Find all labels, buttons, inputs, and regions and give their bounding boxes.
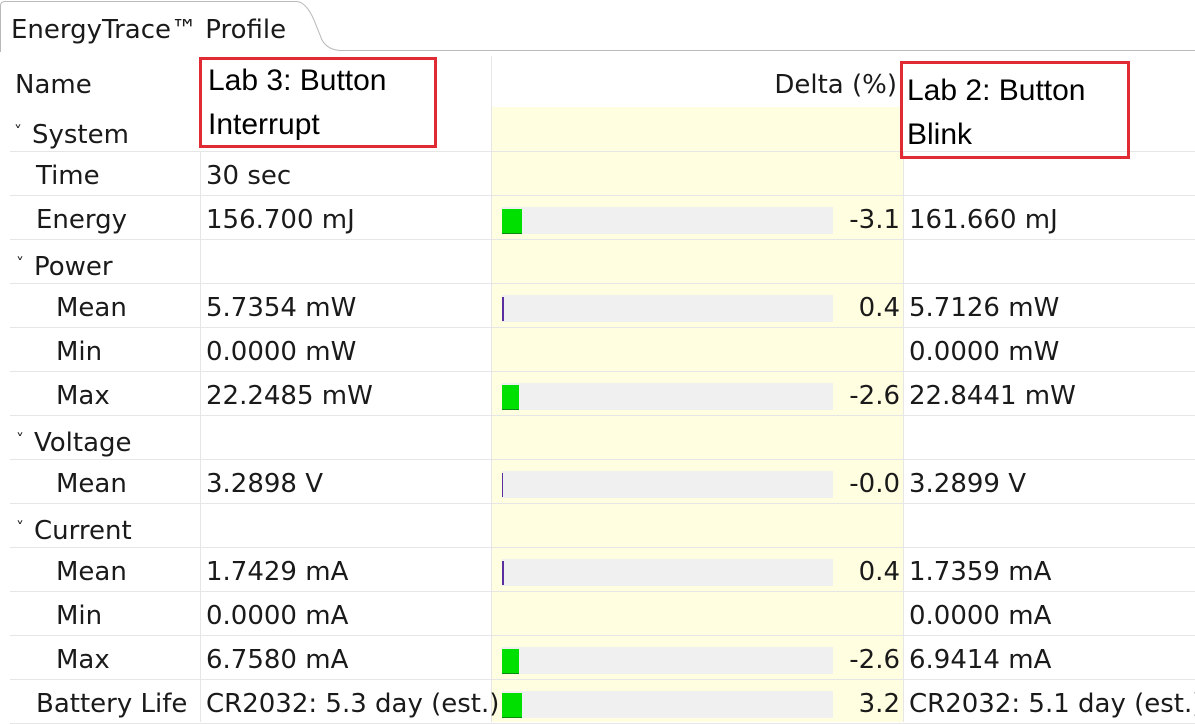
row-separator [10,195,1195,196]
delta-value: 0.4 [858,293,900,323]
chevron-down-icon[interactable]: ˅ [16,254,24,273]
cell-lab2-value: 22.8441 mW [909,381,1076,411]
delta-bar-fill [502,693,522,718]
cell-lab2-value: 0.0000 mW [909,337,1060,367]
annotation-lab2-line1: Lab 2: Button [907,74,1086,107]
annotation-box-lab3 [199,57,437,148]
delta-bar-fill [502,209,522,234]
row-separator [10,283,1195,284]
row-label: Mean [56,469,127,499]
name-column-header[interactable]: Name [15,70,92,100]
cell-lab3-value: 3.2898 V [206,469,324,499]
delta-value: -0.0 [849,469,900,499]
row-label: System [32,120,129,150]
row-label: Power [34,252,113,282]
tab-energytrace-profile[interactable]: EnergyTrace™ Profile [11,15,287,45]
row-separator [10,459,1195,460]
delta-bar-fill [502,385,519,410]
cell-lab3-value: 5.7354 mW [206,293,357,323]
row-separator [10,547,1195,548]
column-divider [903,152,904,722]
cell-lab3-value: 1.7429 mA [206,557,349,587]
cell-lab2-value: 3.2899 V [909,469,1027,499]
row-separator [10,239,1195,240]
column-divider [491,56,492,722]
cell-lab2-value: 161.660 mJ [909,205,1058,235]
delta-bar-fill [502,473,503,497]
row-name-min[interactable]: Min [56,334,102,370]
row-name-time[interactable]: Time [36,158,100,194]
row-label: Voltage [34,428,132,458]
delta-bar-fill [502,561,504,585]
tab-strip: EnergyTrace™ Profile [0,0,1195,52]
row-name-battery-life[interactable]: Battery Life [36,686,187,722]
cell-lab3-value: 30 sec [206,161,292,191]
delta-value: 0.4 [858,557,900,587]
delta-bar-fill [502,297,504,321]
row-separator [10,415,1195,416]
chevron-down-icon[interactable]: ˅ [16,430,24,449]
delta-bar-track [502,295,833,322]
delta-value: -2.6 [849,381,900,411]
delta-bar-track [502,559,833,586]
row-separator [10,371,1195,372]
cell-lab3-value: 22.2485 mW [206,381,373,411]
cell-lab3-value: CR2032: 5.3 day (est.) [206,689,500,719]
row-name-min[interactable]: Min [56,598,102,634]
cell-lab3-value: 0.0000 mW [206,337,357,367]
row-separator [10,679,1195,680]
row-label: Energy [36,205,128,235]
delta-bar-track [502,207,833,234]
cell-lab2-value: 1.7359 mA [909,557,1052,587]
row-name-mean[interactable]: Mean [56,554,127,590]
cell-lab3-value: 156.700 mJ [206,205,355,235]
row-label: Battery Life [36,689,188,719]
delta-value: -3.1 [849,205,900,235]
cell-lab2-value: CR2032: 5.1 day (est.) [909,689,1195,719]
row-name-mean[interactable]: Mean [56,466,127,502]
row-label: Min [56,337,103,367]
tree-group-voltage[interactable]: ˅ Voltage [16,422,132,461]
row-label: Mean [56,293,127,323]
cell-lab2-value: 5.7126 mW [909,293,1060,323]
tree-group-current[interactable]: ˅ Current [16,510,132,549]
row-name-max[interactable]: Max [56,642,110,678]
tab-outline [0,0,1195,52]
annotation-lab3-line1: Lab 3: Button [208,64,387,97]
row-label: Max [56,645,110,675]
row-separator [10,503,1195,504]
row-label: Min [56,601,103,631]
row-label: Max [56,381,110,411]
row-label: Time [36,161,100,191]
row-separator [10,635,1195,636]
annotation-lab3-line2: Interrupt [208,108,320,141]
delta-column-header[interactable]: Delta (%) [774,70,897,100]
row-name-mean[interactable]: Mean [56,290,127,326]
row-label: Current [34,516,132,546]
row-separator [10,591,1195,592]
row-name-energy[interactable]: Energy [36,202,127,238]
chevron-down-icon[interactable]: ˅ [14,122,22,141]
delta-bar-track [502,471,833,498]
annotation-box-lab2 [900,61,1130,159]
column-divider [200,152,201,722]
cell-lab2-value: 6.9414 mA [909,645,1052,675]
delta-bar-fill [502,649,519,674]
row-separator [10,151,1195,152]
annotation-lab2-line2: Blink [907,118,973,151]
cell-lab3-value: 0.0000 mA [206,601,349,631]
cell-lab3-value: 6.7580 mA [206,645,349,675]
tree-group-power[interactable]: ˅ Power [16,246,113,285]
delta-value: -2.6 [849,645,900,675]
cell-lab2-value: 0.0000 mA [909,601,1052,631]
chevron-down-icon[interactable]: ˅ [16,518,24,537]
delta-value: 3.2 [858,689,900,719]
row-separator [10,327,1195,328]
tree-group-system[interactable]: ˅ System [14,114,129,153]
delta-bar-track [502,383,833,410]
row-label: Mean [56,557,127,587]
row-name-max[interactable]: Max [56,378,110,414]
delta-bar-track [502,691,833,718]
delta-bar-track [502,647,833,674]
